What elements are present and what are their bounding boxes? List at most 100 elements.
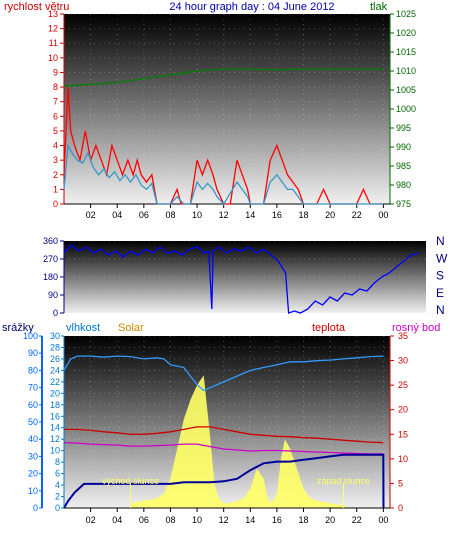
x-tick-label: 12 <box>219 515 229 525</box>
left-tick-label: 3 <box>53 155 58 165</box>
compass-label: W <box>436 251 448 265</box>
rain-tick-label: 30 <box>28 451 38 461</box>
humidity-tick-label: 30 <box>50 331 60 341</box>
x-tick-label: 08 <box>165 515 175 525</box>
left-tick-label: 12 <box>48 24 58 34</box>
right-tick-label: 975 <box>396 199 411 209</box>
direction-tick-label: 270 <box>43 254 58 264</box>
right-tick-label: 990 <box>396 142 411 152</box>
wind-direction-plot-area <box>64 241 426 313</box>
wind-pressure-panel: rychlost větru 24 hour graph day : 04 Ju… <box>4 1 416 220</box>
compass-label: S <box>436 269 444 283</box>
rain-tick-label: 50 <box>28 417 38 427</box>
right-tick-label: 1005 <box>396 85 416 95</box>
dewpoint-label: rosný bod <box>392 322 440 334</box>
left-tick-label: 1 <box>53 184 58 194</box>
x-tick-label: 20 <box>325 515 335 525</box>
pressure-line <box>63 68 384 87</box>
x-tick-label: 00 <box>378 515 388 525</box>
left-tick-label: 0 <box>53 199 58 209</box>
humidity-tick-label: 24 <box>50 365 60 375</box>
humidity-tick-label: 22 <box>50 377 60 387</box>
speed-line <box>63 143 384 206</box>
x-tick-label: 06 <box>139 210 149 220</box>
x-tick-label: 04 <box>112 515 122 525</box>
x-tick-label: 22 <box>352 210 362 220</box>
compass-label: N <box>436 234 445 248</box>
humidity-tick-label: 4 <box>55 480 60 490</box>
left-tick-label: 13 <box>48 9 58 19</box>
left-tick-label: 8 <box>53 82 58 92</box>
humidity-tick-label: 8 <box>55 457 60 467</box>
compass-label: E <box>436 286 444 300</box>
x-tick-label: 18 <box>299 515 309 525</box>
temperature-label: teplota <box>312 322 346 334</box>
humidity-tick-label: 2 <box>55 492 60 502</box>
pressure-label: tlak <box>370 1 388 13</box>
temperature-tick-label: 0 <box>398 503 403 513</box>
x-tick-label: 20 <box>325 210 335 220</box>
x-tick-label: 18 <box>299 210 309 220</box>
humidity-tick-label: 12 <box>50 434 60 444</box>
x-tick-label: 16 <box>272 515 282 525</box>
rain-tick-label: 100 <box>23 331 38 341</box>
x-tick-label: 14 <box>245 515 255 525</box>
humidity-tick-label: 28 <box>50 342 60 352</box>
wind-speed-label: rychlost větru <box>4 1 69 13</box>
x-tick-label: 02 <box>86 210 96 220</box>
right-tick-label: 995 <box>396 123 411 133</box>
right-tick-label: 980 <box>396 180 411 190</box>
direction-tick-label: 90 <box>48 290 58 300</box>
right-tick-label: 985 <box>396 161 411 171</box>
x-tick-label: 04 <box>112 210 122 220</box>
direction-tick-label: 180 <box>43 272 58 282</box>
sunset-label: západ slunce <box>317 476 370 486</box>
rain-tick-label: 20 <box>28 469 38 479</box>
right-tick-label: 1025 <box>396 9 416 19</box>
left-tick-label: 4 <box>53 141 58 151</box>
x-tick-label: 00 <box>378 210 388 220</box>
x-tick-label: 06 <box>139 515 149 525</box>
humidity-tick-label: 0 <box>55 503 60 513</box>
compass-label: N <box>436 303 445 317</box>
direction-tick-label: 360 <box>43 236 58 246</box>
temperature-tick-label: 10 <box>398 454 408 464</box>
left-tick-label: 11 <box>49 38 58 48</box>
left-tick-label: 5 <box>53 126 58 136</box>
x-tick-label: 16 <box>272 210 282 220</box>
humidity-tick-label: 20 <box>50 388 60 398</box>
right-tick-label: 1010 <box>396 66 416 76</box>
chart-title: 24 hour graph day : 04 June 2012 <box>169 1 334 13</box>
rain-tick-label: 0 <box>33 503 38 513</box>
humidity-label: vlhkost <box>66 322 100 334</box>
temperature-tick-label: 35 <box>398 331 408 341</box>
right-tick-label: 1020 <box>396 28 416 38</box>
temperature-line <box>64 426 384 444</box>
x-tick-label: 22 <box>352 515 362 525</box>
humidity-line <box>63 355 384 392</box>
x-tick-label: 08 <box>165 210 175 220</box>
temperature-tick-label: 15 <box>398 429 408 439</box>
direction-tick-label: 0 <box>53 308 58 318</box>
right-tick-label: 1015 <box>396 47 416 57</box>
left-tick-label: 2 <box>53 170 58 180</box>
rain-tick-label: 60 <box>28 400 38 410</box>
temperature-tick-label: 20 <box>398 405 408 415</box>
x-tick-label: 10 <box>192 515 202 525</box>
humidity-temperature-panel: srážky vlhkost Solar teplota rosný bod 0… <box>2 322 440 525</box>
humidity-tick-label: 16 <box>50 411 60 421</box>
humidity-tick-label: 10 <box>50 446 60 456</box>
left-tick-label: 9 <box>53 67 58 77</box>
wind-pressure-plot-area <box>64 14 390 204</box>
rain-tick-label: 40 <box>28 434 38 444</box>
dewpoint-line <box>63 441 384 455</box>
humidity-tick-label: 18 <box>50 400 60 410</box>
rain-line <box>63 453 385 509</box>
humidity-temperature-plot-area <box>64 336 390 508</box>
rain-tick-label: 80 <box>28 365 38 375</box>
humidity-tick-label: 6 <box>55 469 60 479</box>
solar-label: Solar <box>118 322 144 334</box>
rain-tick-label: 70 <box>28 383 38 393</box>
